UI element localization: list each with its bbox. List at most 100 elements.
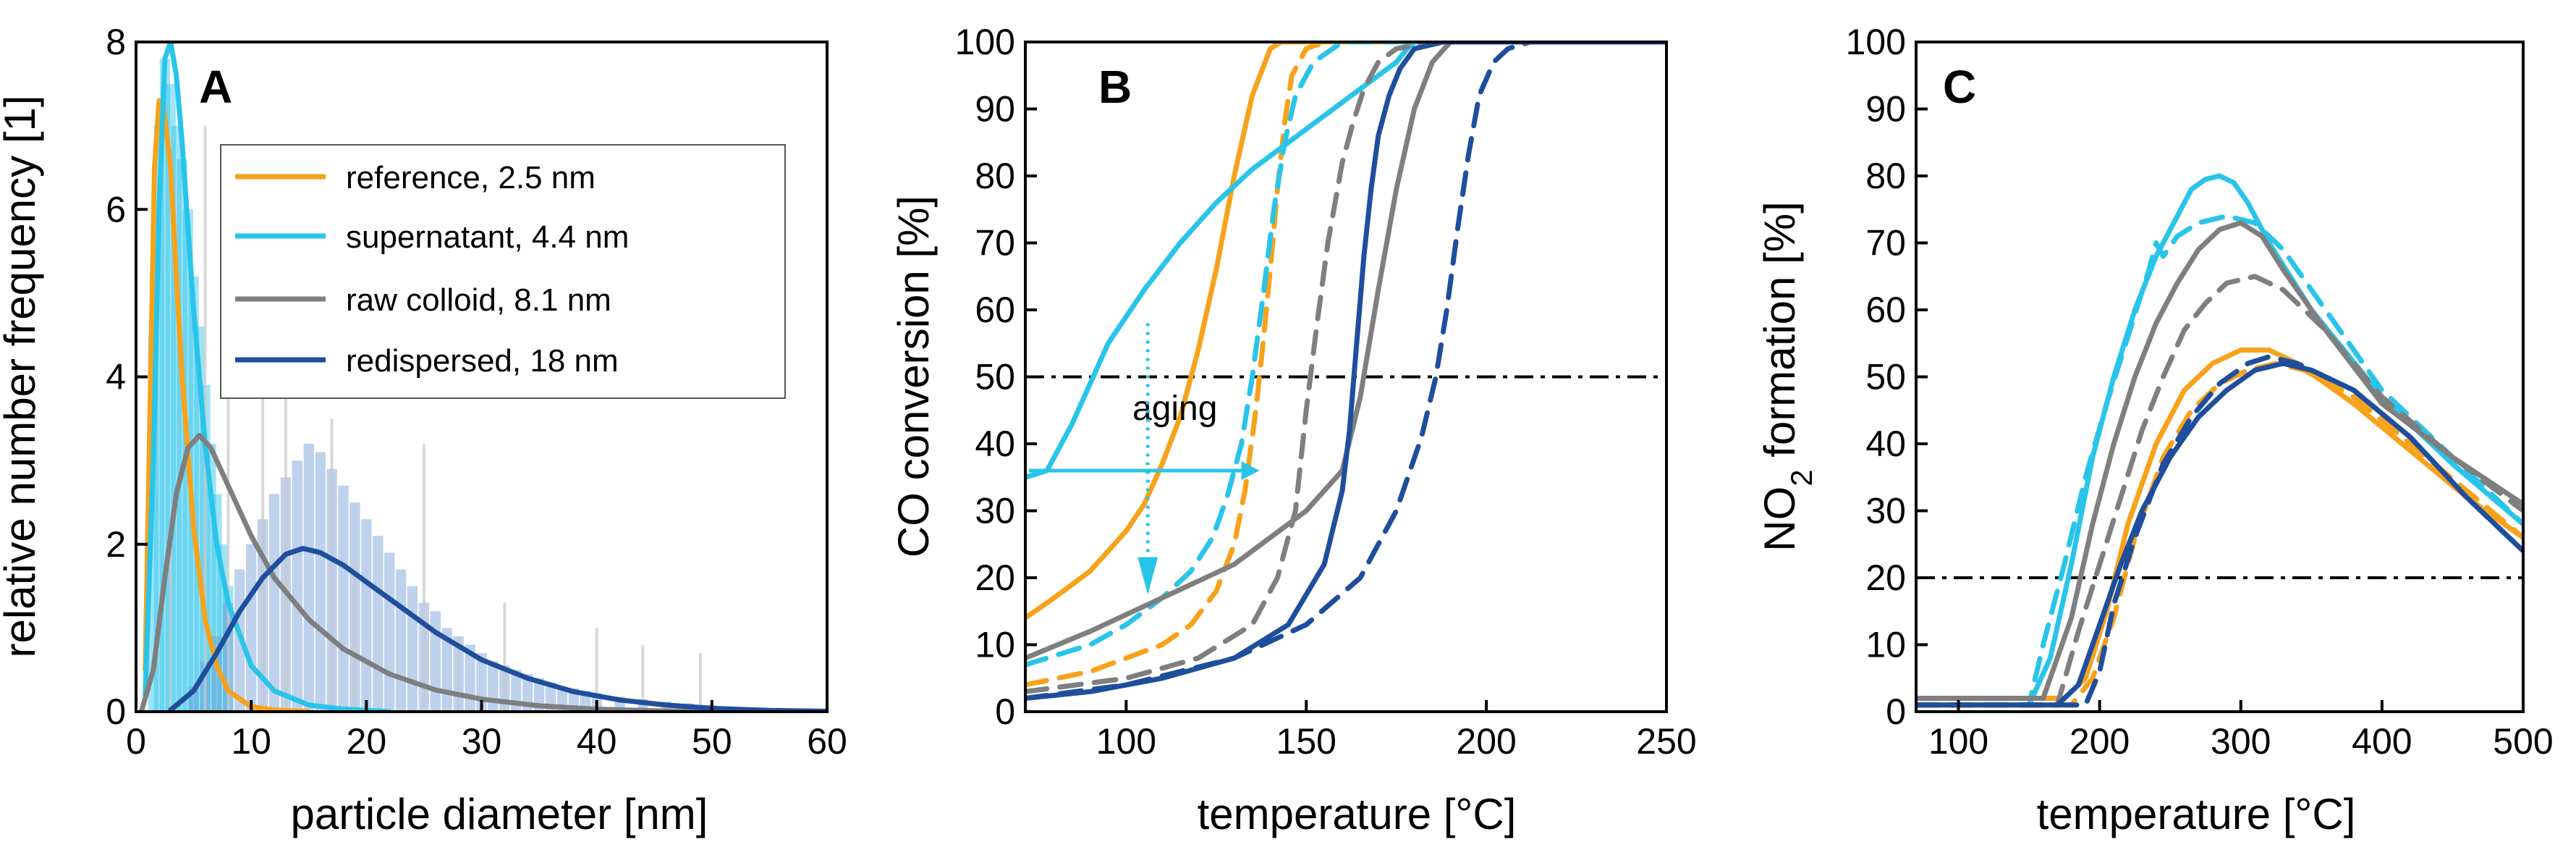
x-tick-label: 200 xyxy=(1456,721,1516,762)
x-tick-label: 150 xyxy=(1276,721,1336,762)
y-tick-label: 10 xyxy=(1865,625,1906,665)
y-tick-label: 30 xyxy=(1865,491,1906,531)
panel-a: A particle diameter [nm] relative number… xyxy=(0,22,847,838)
y-tick-label: 0 xyxy=(1886,691,1906,732)
plot-area-c xyxy=(1916,173,2523,708)
series-line-reference-aged-c xyxy=(1916,361,2523,708)
x-axis-label-a: particle diameter [nm] xyxy=(291,790,708,838)
x-axis-label-b: temperature [°C] xyxy=(1198,790,1517,838)
legend-label-raw-colloid: raw colloid, 8.1 nm xyxy=(346,282,611,318)
histogram-bar-redispersed-histogram xyxy=(488,661,499,712)
y-axis-label-c-subscript: 2 xyxy=(1784,469,1818,486)
legend: reference, 2.5 nm supernatant, 4.4 nm ra… xyxy=(220,144,786,399)
series-line-supernatant-aged-b xyxy=(1025,42,1666,668)
series-line-reference-aged-b xyxy=(1025,42,1666,688)
series-line-raw-colloid-aged-c xyxy=(1916,274,2523,708)
histogram-bar-redispersed-histogram xyxy=(407,586,418,712)
y-axis-label-c-prefix: NO xyxy=(1755,487,1804,552)
y-tick-label: 70 xyxy=(1865,223,1906,264)
histogram-bar-redispersed-histogram xyxy=(268,494,280,712)
x-tick-label: 10 xyxy=(231,721,271,762)
histogram-bar-raw-colloid-histogram xyxy=(226,334,230,712)
x-tick-label: 500 xyxy=(2493,721,2553,762)
histogram-bar-raw-colloid-histogram xyxy=(699,653,702,712)
series-line-reference-2-5-nm-a xyxy=(143,98,312,712)
histogram-bar-redispersed-histogram xyxy=(373,536,384,712)
y-axis-label-b: CO conversion [%] xyxy=(889,195,938,557)
y-tick-label: 80 xyxy=(975,156,1015,196)
legend-label-redispersed: redispersed, 18 nm xyxy=(346,343,619,379)
panel-label-a: A xyxy=(199,61,232,113)
series-line-redispersed-aged-b xyxy=(1025,42,1666,701)
histogram-bar-raw-colloid-histogram xyxy=(169,527,172,712)
panel-label-b: B xyxy=(1098,61,1132,113)
x-tick-label: 300 xyxy=(2211,721,2271,762)
x-tick-label: 400 xyxy=(2352,721,2412,762)
y-tick-label: 20 xyxy=(975,557,1015,598)
x-tick-label: 100 xyxy=(1096,721,1156,762)
y-tick-label: 20 xyxy=(1865,557,1906,598)
y-tick-label: 60 xyxy=(975,290,1015,330)
y-axis-label-c-suffix: formation [%] xyxy=(1755,201,1804,469)
y-tick-label: 8 xyxy=(106,22,126,62)
histogram-bar-raw-colloid-histogram xyxy=(595,628,598,712)
series-line-supernatant-aged-c xyxy=(1916,214,2523,708)
series-line-raw-colloid-aged-b xyxy=(1025,42,1666,694)
series-line-supernatant-4-4-nm-a xyxy=(143,42,392,712)
histogram-bar-raw-colloid-histogram xyxy=(261,268,264,712)
plot-area-a xyxy=(139,42,827,712)
x-tick-label: 20 xyxy=(347,721,387,762)
plot-area-b xyxy=(1025,42,1666,701)
y-tick-label: 40 xyxy=(1865,424,1906,464)
histogram-bar-raw-colloid-histogram xyxy=(503,602,507,712)
histogram-bar-redispersed-histogram xyxy=(338,485,349,712)
histogram-bar-raw-colloid-histogram xyxy=(457,636,460,712)
histogram-bar-redispersed-histogram xyxy=(315,452,326,712)
y-tick-label: 90 xyxy=(975,89,1015,130)
series-line-raw-colloid-8-1-nm-a xyxy=(139,432,715,712)
series-line-reference-b xyxy=(1025,42,1666,620)
histogram-bar-raw-colloid-histogram xyxy=(641,644,645,712)
y-tick-label: 0 xyxy=(995,691,1015,732)
series-line-redispersed-c xyxy=(1916,361,2523,708)
y-tick-label: 100 xyxy=(1846,22,1906,62)
histogram-bar-raw-colloid-histogram xyxy=(284,276,287,712)
x-tick-label: 200 xyxy=(2069,721,2130,762)
x-tick-label: 50 xyxy=(692,721,732,762)
y-tick-label: 6 xyxy=(106,189,126,230)
histogram-bar-raw-colloid-histogram xyxy=(423,444,425,712)
y-tick-label: 2 xyxy=(106,524,126,565)
y-tick-label: 10 xyxy=(975,625,1015,665)
x-tick-label: 40 xyxy=(577,721,617,762)
legend-box xyxy=(220,144,786,399)
series-line-redispersed-18-nm-a xyxy=(168,546,827,712)
histogram-bar-redispersed-histogram xyxy=(395,569,407,712)
series-line-reference-c xyxy=(1916,348,2523,701)
x-tick-label: 0 xyxy=(126,721,146,762)
y-tick-label: 40 xyxy=(975,424,1015,464)
histogram-bar-redispersed-histogram xyxy=(384,552,395,712)
y-tick-label: 50 xyxy=(1865,357,1906,397)
histogram-bar-supernatant-histogram xyxy=(188,276,199,712)
y-axis-label-a: relative number frequency [1] xyxy=(0,95,44,657)
aging-annotation: aging xyxy=(1132,390,1217,428)
x-tick-label: 30 xyxy=(462,721,502,762)
histogram-bar-redispersed-histogram xyxy=(430,611,441,712)
y-tick-label: 90 xyxy=(1865,89,1906,130)
y-tick-label: 70 xyxy=(975,223,1015,264)
x-tick-label: 100 xyxy=(1928,721,1988,762)
histogram-bar-redispersed-histogram xyxy=(246,544,257,712)
histogram-bar-raw-colloid-histogram xyxy=(353,560,357,712)
x-tick-label: 60 xyxy=(807,721,847,762)
panel-c: C temperature [°C] NO2 formation [%] 100… xyxy=(1755,22,2554,838)
histogram-bar-redispersed-histogram xyxy=(303,444,314,712)
legend-label-supernatant: supernatant, 4.4 nm xyxy=(346,219,629,255)
x-axis-label-c: temperature [°C] xyxy=(2037,790,2356,838)
axes-frame-c xyxy=(1915,41,2525,713)
x-tick-label: 250 xyxy=(1636,721,1696,762)
histogram-bar-raw-colloid-histogram xyxy=(330,418,334,712)
y-tick-label: 60 xyxy=(1865,290,1906,330)
panel-label-c: C xyxy=(1943,61,1976,113)
series-line-redispersed-b xyxy=(1025,42,1666,701)
